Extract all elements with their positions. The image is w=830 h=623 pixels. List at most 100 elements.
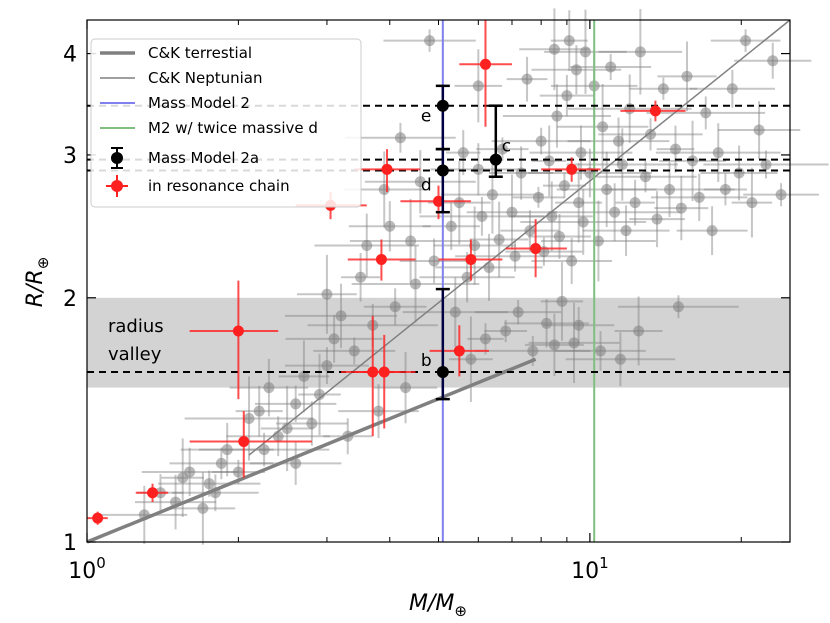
other-planet-marker <box>753 124 765 136</box>
other-planet-point <box>566 128 678 201</box>
other-planet-point <box>506 56 548 102</box>
other-planet-point <box>284 283 398 348</box>
resonance-chain-point <box>505 219 567 278</box>
other-planet-point <box>542 172 586 199</box>
other-planet-marker <box>681 70 693 82</box>
resonance-chain-point <box>135 483 169 503</box>
other-planet-marker <box>616 158 628 170</box>
other-planet-point <box>598 9 683 95</box>
x-tick-label-1: 100 <box>68 554 106 584</box>
other-planet-point <box>158 470 261 497</box>
other-planet-marker <box>612 135 624 147</box>
other-planet-marker <box>579 46 591 58</box>
other-planet-marker <box>328 333 340 345</box>
other-planet-point <box>170 472 236 545</box>
other-planet-marker <box>760 158 772 170</box>
other-planet-marker <box>551 110 563 122</box>
other-planet-marker <box>405 235 417 247</box>
other-planet-marker <box>733 167 745 179</box>
other-planet-marker <box>461 271 473 283</box>
other-planet-point <box>548 183 681 242</box>
other-planet-marker <box>321 288 333 300</box>
other-planet-point <box>229 358 309 417</box>
other-planet-point <box>656 125 695 173</box>
x-axis-label: M/M⊕ <box>409 591 467 620</box>
other-planet-point <box>614 296 663 366</box>
mass-model-2a-marker <box>489 153 502 166</box>
planet-label-b: b <box>421 351 432 371</box>
resonance-chain-point <box>541 157 601 182</box>
other-planet-point <box>654 175 709 241</box>
legend-box <box>90 38 362 208</box>
other-planet-marker <box>620 225 632 237</box>
other-planet-marker <box>609 206 621 218</box>
ck-neptunian-line <box>248 19 791 456</box>
resonance-marker <box>453 345 465 357</box>
other-planet-marker <box>500 325 512 337</box>
other-planet-point <box>615 179 655 226</box>
other-planet-point <box>539 74 594 117</box>
other-planet-point <box>235 385 283 437</box>
resonance-marker <box>433 195 444 207</box>
mass-model-2a-marker <box>436 99 449 112</box>
other-planet-point <box>519 8 590 91</box>
other-planet-point <box>313 337 396 365</box>
other-planet-marker <box>476 210 488 222</box>
other-planet-marker <box>767 55 779 67</box>
other-planet-marker <box>509 250 521 262</box>
other-planet-point <box>556 151 657 228</box>
other-planet-point <box>502 84 611 148</box>
axis-ticks <box>86 20 790 543</box>
other-planet-marker <box>253 405 265 417</box>
other-planet-point <box>441 155 544 234</box>
planet-label-c: c <box>502 137 511 157</box>
mass-model-2a-marker <box>436 366 449 379</box>
y-tick-label-2: 2 <box>63 287 77 312</box>
resonance-chain-point <box>87 511 108 525</box>
other-planet-marker <box>493 233 505 245</box>
resonance-chain-point <box>459 20 512 127</box>
other-planet-marker <box>633 325 645 337</box>
other-planet-point <box>629 77 698 100</box>
other-planet-marker <box>675 202 687 214</box>
other-planet-point <box>594 161 697 193</box>
other-planet-marker <box>453 197 465 209</box>
other-planet-marker <box>595 345 607 357</box>
other-planet-point <box>743 183 819 207</box>
legend-label-m2-twice: M2 w/ twice massive d <box>148 119 318 137</box>
radius-valley-label-line1: radius <box>108 316 164 337</box>
other-planet-marker <box>414 176 426 188</box>
resonance-chain-series <box>87 20 686 525</box>
other-planet-point <box>565 332 676 387</box>
other-planet-marker <box>221 444 233 456</box>
x-tick-label-10: 101 <box>571 554 609 584</box>
other-planet-marker <box>400 382 412 394</box>
other-planet-marker <box>693 191 705 203</box>
other-planet-marker <box>639 171 651 183</box>
other-planet-point <box>541 200 656 282</box>
other-planet-marker <box>592 235 604 247</box>
other-planet-point <box>399 238 469 284</box>
other-planet-point <box>466 174 558 250</box>
other-planet-marker <box>573 319 585 331</box>
resonance-marker <box>479 58 491 70</box>
other-planet-marker <box>457 147 469 159</box>
other-planet-point <box>467 323 504 355</box>
other-planet-marker <box>465 353 477 365</box>
other-planet-point <box>717 101 801 159</box>
legend-label-ck-neptunian: C&K Neptunian <box>148 69 263 87</box>
mass-model-2a-point-e <box>435 84 450 151</box>
other-planet-marker <box>651 213 663 225</box>
other-planet-marker <box>483 261 495 273</box>
other-planet-point <box>703 173 747 206</box>
other-planet-point <box>351 245 480 323</box>
other-planet-point <box>349 198 472 284</box>
mass-model-2a-series <box>435 84 503 401</box>
other-planet-marker <box>712 147 724 159</box>
other-planet-marker <box>203 478 215 490</box>
other-planet-marker <box>548 43 560 55</box>
resonance-chain-point <box>620 100 686 122</box>
other-planet-point <box>570 54 652 81</box>
other-planet-point <box>254 385 337 423</box>
